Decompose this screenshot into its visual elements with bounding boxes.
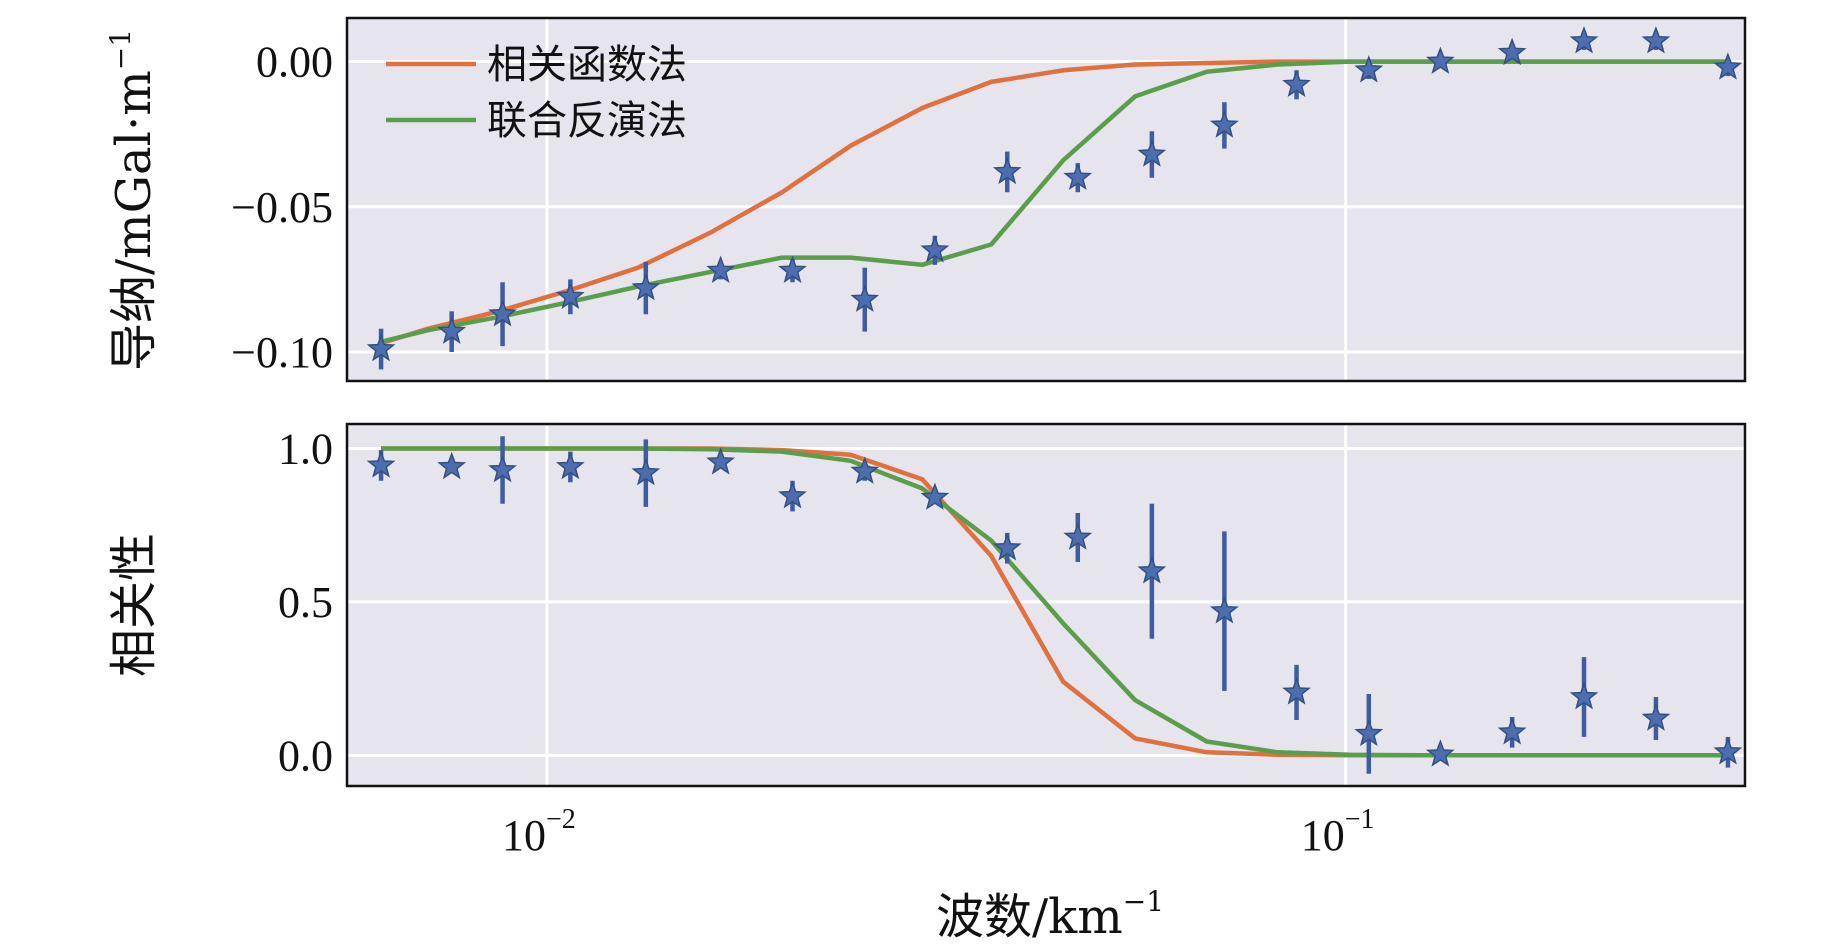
data-point-star — [1713, 737, 1743, 765]
x-tick-label: 10−1 — [1301, 804, 1375, 860]
y-tick-label: −0.10 — [231, 328, 333, 377]
data-point-star — [1569, 681, 1599, 710]
data-point-star — [920, 482, 950, 510]
data-point-star — [1641, 703, 1671, 731]
legend-label: 相关函数法 — [487, 42, 687, 88]
y-tick-label: −0.05 — [231, 183, 333, 232]
data-point-star — [1137, 139, 1167, 167]
data-point-star — [1354, 718, 1384, 747]
data-point-star — [1425, 46, 1455, 74]
data-point-star — [1063, 522, 1093, 550]
bottom-panel-coherence: 0.0 0.5 1.0 — [278, 422, 1747, 788]
y-axis-label-bottom: 相关性 — [106, 533, 162, 677]
data-point-star — [706, 255, 736, 283]
data-point-star — [920, 235, 950, 263]
data-point-star — [1209, 595, 1239, 624]
series-line-joint-inversion — [380, 59, 1727, 344]
data-point-star — [992, 533, 1022, 561]
data-point-star — [778, 255, 807, 283]
data-point-star — [850, 284, 880, 312]
data-point-star — [631, 457, 661, 486]
data-point-star — [1497, 717, 1527, 745]
y-tick-label: 0.5 — [278, 578, 333, 627]
data-point-star — [1282, 677, 1311, 705]
data-point-star — [850, 456, 880, 484]
data-point-star — [1282, 69, 1311, 98]
data-point-star — [556, 281, 585, 310]
data-point-star — [1641, 26, 1671, 54]
data-point-star — [706, 447, 736, 475]
x-tick-label: 10−2 — [502, 804, 576, 860]
data-point-star — [1354, 55, 1384, 83]
plot-background — [347, 18, 1745, 381]
axis-labels: 10−2 10−1 波数/km−1 导纳/mGal·m−1 相关性 — [104, 29, 1375, 945]
series-line-joint-inversion — [381, 446, 1727, 758]
data-point-star — [1569, 26, 1599, 54]
y-tick-label: 0.00 — [256, 38, 333, 87]
legend-label: 联合反演法 — [487, 98, 687, 144]
data-point-star — [366, 333, 396, 362]
data-point-star — [437, 451, 467, 480]
data-point-star — [555, 451, 585, 480]
data-point-star — [1497, 37, 1527, 66]
data-point-star — [1209, 110, 1239, 138]
y-tick-label: 1.0 — [278, 425, 333, 474]
data-point-star — [1425, 739, 1455, 767]
y-tick-label: 0.0 — [278, 731, 333, 780]
data-point-star — [1137, 556, 1167, 584]
data-point-star — [1713, 52, 1743, 80]
data-point-star — [778, 480, 807, 509]
data-point-star — [437, 316, 467, 344]
plot-frame — [345, 16, 1747, 383]
data-point-star — [488, 454, 517, 483]
data-point-star — [488, 299, 517, 327]
data-point-star — [992, 156, 1022, 185]
data-point-star — [1063, 162, 1093, 190]
data-point-star — [631, 272, 661, 301]
x-axis-label: 波数/km−1 — [936, 885, 1164, 945]
y-axis-label-top: 导纳/mGal·m−1 — [104, 29, 162, 371]
data-point-star — [366, 450, 396, 478]
plot-frame — [345, 422, 1747, 788]
